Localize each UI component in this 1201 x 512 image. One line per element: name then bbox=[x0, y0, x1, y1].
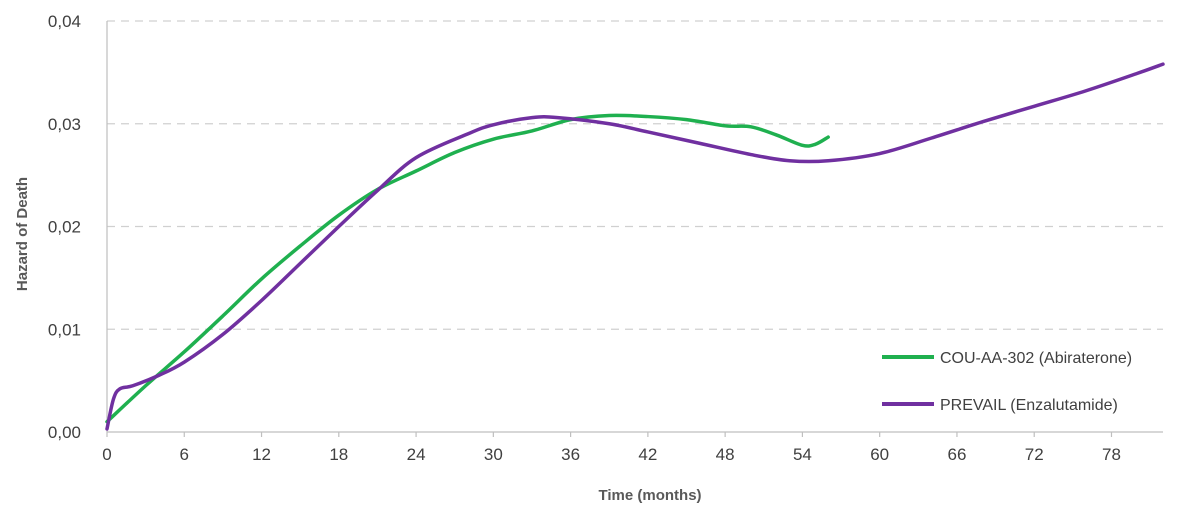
series-lines bbox=[105, 62, 1165, 431]
x-tick-label: 60 bbox=[870, 445, 889, 464]
x-tick-labels: 0 6 12 18 24 30 36 42 48 54 60 66 72 78 bbox=[102, 445, 1121, 464]
x-tick-label: 36 bbox=[561, 445, 580, 464]
legend-label-enzalutamide: PREVAIL (Enzalutamide) bbox=[940, 397, 1118, 414]
y-tick-label: 0,04 bbox=[48, 12, 81, 31]
x-tick-label: 24 bbox=[407, 445, 426, 464]
x-tick-label: 12 bbox=[252, 445, 271, 464]
legend: COU-AA-302 (Abiraterone) PREVAIL (Enzalu… bbox=[882, 350, 1132, 414]
gridlines bbox=[107, 20, 1163, 330]
x-tick-label: 78 bbox=[1102, 445, 1121, 464]
x-tick-label: 42 bbox=[638, 445, 657, 464]
legend-label-abiraterone: COU-AA-302 (Abiraterone) bbox=[940, 350, 1132, 367]
x-tick-label: 66 bbox=[947, 445, 966, 464]
axes bbox=[106, 21, 1163, 437]
y-tick-labels: 0,00 0,01 0,02 0,03 0,04 bbox=[48, 12, 81, 442]
series-line-enzalutamide bbox=[105, 62, 1165, 431]
x-tick-label: 48 bbox=[716, 445, 735, 464]
y-tick-label: 0,03 bbox=[48, 115, 81, 134]
x-tick-label: 54 bbox=[793, 445, 812, 464]
x-tick-label: 6 bbox=[180, 445, 189, 464]
x-tick-label: 72 bbox=[1025, 445, 1044, 464]
y-tick-label: 0,01 bbox=[48, 320, 81, 339]
x-tick-label: 30 bbox=[484, 445, 503, 464]
x-tick-label: 18 bbox=[329, 445, 348, 464]
series-line-abiraterone bbox=[105, 113, 830, 424]
y-axis-title: Hazard of Death bbox=[14, 177, 31, 291]
x-axis-title: Time (months) bbox=[598, 487, 701, 504]
y-tick-label: 0,02 bbox=[48, 218, 81, 237]
y-tick-label: 0,00 bbox=[48, 423, 81, 442]
x-tick-label: 0 bbox=[102, 445, 111, 464]
